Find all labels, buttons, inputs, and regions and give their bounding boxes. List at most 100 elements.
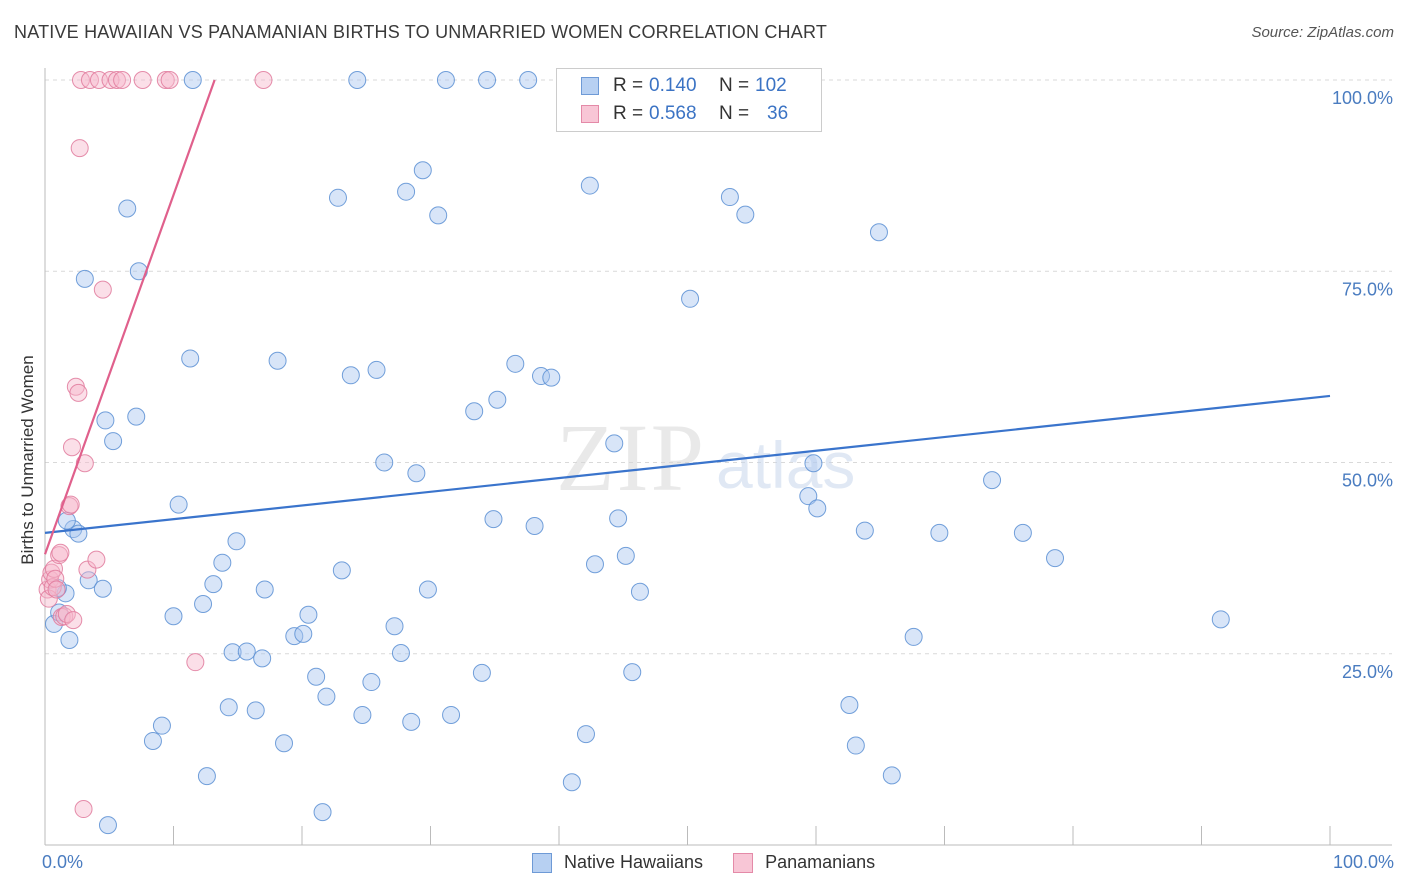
- x-tick-min: 0.0%: [42, 852, 84, 872]
- native-hawaiian-point: [362, 673, 381, 692]
- native-hawaiian-point: [609, 509, 628, 528]
- native-hawaiian-point: [223, 643, 242, 662]
- native-hawaiian-point: [44, 614, 63, 633]
- native-hawaiian-point: [799, 487, 818, 506]
- native-hawaiian-point: [385, 617, 404, 636]
- native-hawaiian-point: [255, 580, 274, 599]
- panamanian-point: [74, 800, 93, 819]
- panamanian-point: [133, 71, 152, 89]
- native-hawaiian-point: [418, 580, 437, 599]
- legend-label: Native Hawaiians: [564, 852, 704, 872]
- native-hawaiian-point: [197, 767, 216, 786]
- native-hawaiian-point: [681, 289, 700, 308]
- native-hawaiian-point: [118, 199, 137, 218]
- native-hawaiian-point: [328, 188, 347, 207]
- native-hawaiian-point: [213, 553, 232, 572]
- native-hawaiian-point: [391, 643, 410, 662]
- y-tick-label: 50.0%: [1342, 471, 1393, 491]
- stats-legend: R = 0.140 N = 102 R = 0.568 N = 36: [556, 68, 822, 132]
- native-hawaiian-point: [307, 667, 326, 686]
- native-hawaiian-point: [75, 269, 94, 288]
- native-hawaiian-point: [413, 161, 432, 180]
- native-hawaiian-point: [472, 663, 491, 682]
- native-hawaiian-point: [152, 716, 171, 735]
- native-hawaiian-point: [525, 516, 544, 535]
- series-legend: Native Hawaiians Panamanians: [532, 852, 905, 873]
- native-hawaiian-point: [313, 803, 332, 822]
- native-hawaiian-point: [623, 663, 642, 682]
- legend-label: Panamanians: [765, 852, 876, 872]
- watermark: ZIP: [556, 404, 706, 511]
- native-hawaiian-point: [605, 434, 624, 453]
- panamanian-point: [254, 71, 273, 89]
- panamanian-point: [160, 71, 179, 89]
- native-hawaiian-point: [983, 471, 1002, 490]
- r-label: R =: [613, 75, 644, 96]
- grid-lines: [45, 79, 1392, 655]
- native-hawaiian-point: [407, 464, 426, 483]
- native-hawaiian-point: [616, 546, 635, 565]
- native-hawaiian-point: [353, 705, 372, 724]
- y-axis-label: Births to Unmarried Women: [18, 355, 37, 565]
- native-hawaiian-point: [804, 454, 823, 473]
- native-hawaiian-point: [348, 71, 367, 89]
- native-hawaiian-point: [219, 698, 238, 717]
- watermark-atlas: atlas: [716, 428, 855, 502]
- native-hawaiian-point: [204, 575, 223, 594]
- native-hawaiian-point: [294, 624, 313, 643]
- native-hawaiian-point: [127, 407, 146, 426]
- native-hawaiian-point: [720, 188, 739, 207]
- native-hawaiian-point: [846, 736, 865, 755]
- legend-item-native-hawaiians[interactable]: Native Hawaiians: [532, 852, 703, 873]
- native-hawaiian-point: [519, 71, 538, 89]
- blue-swatch: [581, 77, 599, 95]
- native-hawaiian-point: [1013, 523, 1032, 542]
- panamanians-trend-line: [43, 79, 216, 555]
- native-hawaiian-point: [465, 402, 484, 421]
- legend-row-native-hawaiians: R = 0.140 N = 102: [581, 74, 787, 98]
- native-hawaiian-point: [317, 687, 336, 706]
- panamanian-point: [44, 559, 63, 578]
- legend-item-panamanians[interactable]: Panamanians: [733, 852, 875, 873]
- native-hawaiian-point: [181, 349, 200, 368]
- native-hawaiian-point: [429, 206, 448, 225]
- chart-title: NATIVE HAWAIIAN VS PANAMANIAN BIRTHS TO …: [14, 22, 828, 42]
- native-hawaiian-point: [367, 360, 386, 379]
- native-hawaiian-point: [169, 495, 188, 514]
- native-hawaiian-point: [60, 630, 79, 649]
- panamanian-point: [70, 139, 89, 158]
- trend-lines: [43, 79, 1331, 555]
- native-hawaiian-point: [576, 725, 595, 744]
- native-hawaiian-point: [299, 605, 318, 624]
- native-hawaiian-point: [1046, 549, 1065, 568]
- n-label: N =: [719, 103, 750, 124]
- y-tick-label: 25.0%: [1342, 662, 1393, 682]
- native-hawaiian-point: [104, 432, 123, 451]
- native-hawaiian-point: [580, 176, 599, 195]
- native-hawaiian-point: [194, 595, 213, 614]
- x-tick-max: 100.0%: [1332, 852, 1394, 872]
- panamanian-point: [55, 607, 74, 626]
- native-hawaiian-point: [930, 523, 949, 542]
- panamanian-point: [69, 383, 88, 402]
- native-hawaiian-point: [484, 510, 503, 529]
- native-hawaiian-point: [436, 71, 455, 89]
- axes: [44, 68, 1392, 846]
- panamanian-point: [107, 71, 126, 89]
- n-label: N =: [719, 75, 750, 96]
- native-hawaiian-point: [275, 734, 294, 753]
- panamanian-point: [113, 71, 132, 89]
- legend-row-panamanians: R = 0.568 N = 36: [581, 102, 788, 126]
- native-hawaiian-point: [332, 561, 351, 580]
- pink-swatch: [581, 105, 599, 123]
- native-hawaiian-point: [237, 642, 256, 661]
- native-hawaiian-point: [96, 411, 115, 430]
- native-hawaiian-point: [904, 627, 923, 646]
- native-hawaiian-point: [562, 773, 581, 792]
- native-hawaiian-point: [402, 712, 421, 731]
- panamanian-point: [62, 438, 81, 457]
- r-label: R =: [613, 103, 644, 124]
- y-tick-labels: 100.0% 75.0% 50.0% 25.0%: [1332, 88, 1393, 682]
- source-label: Source: ZipAtlas.com: [1251, 24, 1394, 41]
